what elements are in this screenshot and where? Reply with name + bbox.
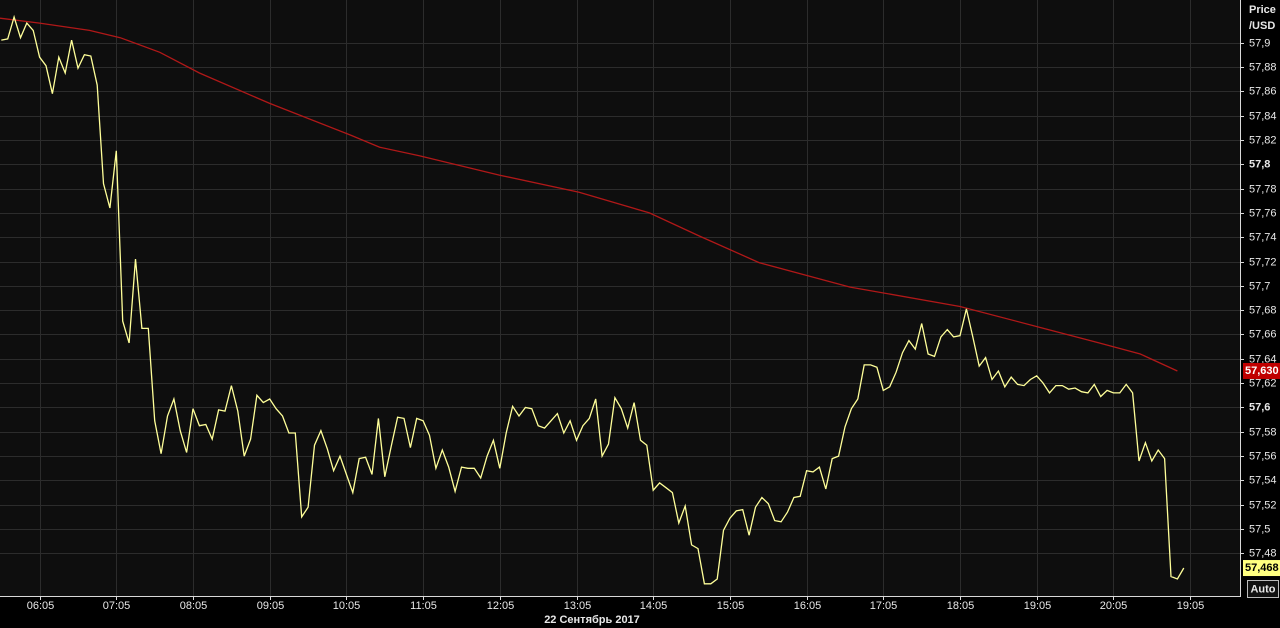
x-tick-label: 18:05 [947,600,975,612]
auto-button-label[interactable]: Auto [1250,583,1275,595]
y-tick-label: 57,64 [1249,353,1277,365]
x-tick-label: 19:05 [1024,600,1052,612]
y-tick-label: 57,48 [1249,547,1277,559]
series [0,14,1185,585]
x-tick-label: 20:05 [1100,600,1128,612]
x-tick-label: 06:05 [27,600,55,612]
x-tick-label: 13:05 [564,600,592,612]
y-tick-label: 57,52 [1249,499,1277,511]
auto-button[interactable] [1247,580,1279,598]
y-tick-label: 57,76 [1249,207,1277,219]
x-tick-label: 10:05 [333,600,361,612]
y-tick-label: 57,9 [1249,37,1270,49]
x-tick-label: 07:05 [103,600,131,612]
axis-title: Price [1249,4,1276,16]
y-tick-label: 57,84 [1249,110,1277,122]
x-tick-label: 19:05 [1177,600,1205,612]
x-tick-label: 12:05 [487,600,515,612]
y-tick-label: 57,66 [1249,328,1277,340]
date-label: 22 Сентябрь 2017 [544,614,640,626]
y-tick-label: 57,72 [1249,256,1277,268]
axis-unit: /USD [1249,20,1275,32]
y-tick-label: 57,88 [1249,61,1277,73]
x-tick-label: 17:05 [870,600,898,612]
grid [0,0,1244,600]
y-tick-label: 57,62 [1249,377,1277,389]
x-tick-label: 15:05 [717,600,745,612]
x-tick-label: 11:05 [410,600,437,612]
x-tick-label: 14:05 [640,600,668,612]
last-value-box [1243,560,1280,577]
x-tick-label: 09:05 [257,600,285,612]
y-tick-label: 57,86 [1249,85,1277,97]
y-tick-label: 57,82 [1249,134,1277,146]
y-tick-label: 57,74 [1249,231,1277,243]
y-tick-label: 57,5 [1249,523,1270,535]
plot-area [0,0,1240,596]
y-tick-label: 57,58 [1249,426,1277,438]
y-tick-label: 57,6 [1249,401,1270,413]
labels: 57,4857,557,5257,5457,5657,5857,657,6257… [27,37,1280,612]
x-tick-label: 16:05 [794,600,822,612]
price-line [1,14,1185,585]
last-value-label: 57,468 [1245,562,1279,574]
y-tick-label: 57,54 [1249,474,1277,486]
x-tick-label: 08:05 [180,600,208,612]
last-value-box [1243,362,1280,379]
last-value-label: 57,630 [1245,365,1279,377]
y-tick-label: 57,8 [1249,158,1270,170]
y-tick-label: 57,68 [1249,304,1277,316]
y-tick-label: 57,78 [1249,183,1277,195]
y-tick-label: 57,7 [1249,280,1270,292]
y-tick-label: 57,56 [1249,450,1277,462]
price-line [0,17,1178,372]
